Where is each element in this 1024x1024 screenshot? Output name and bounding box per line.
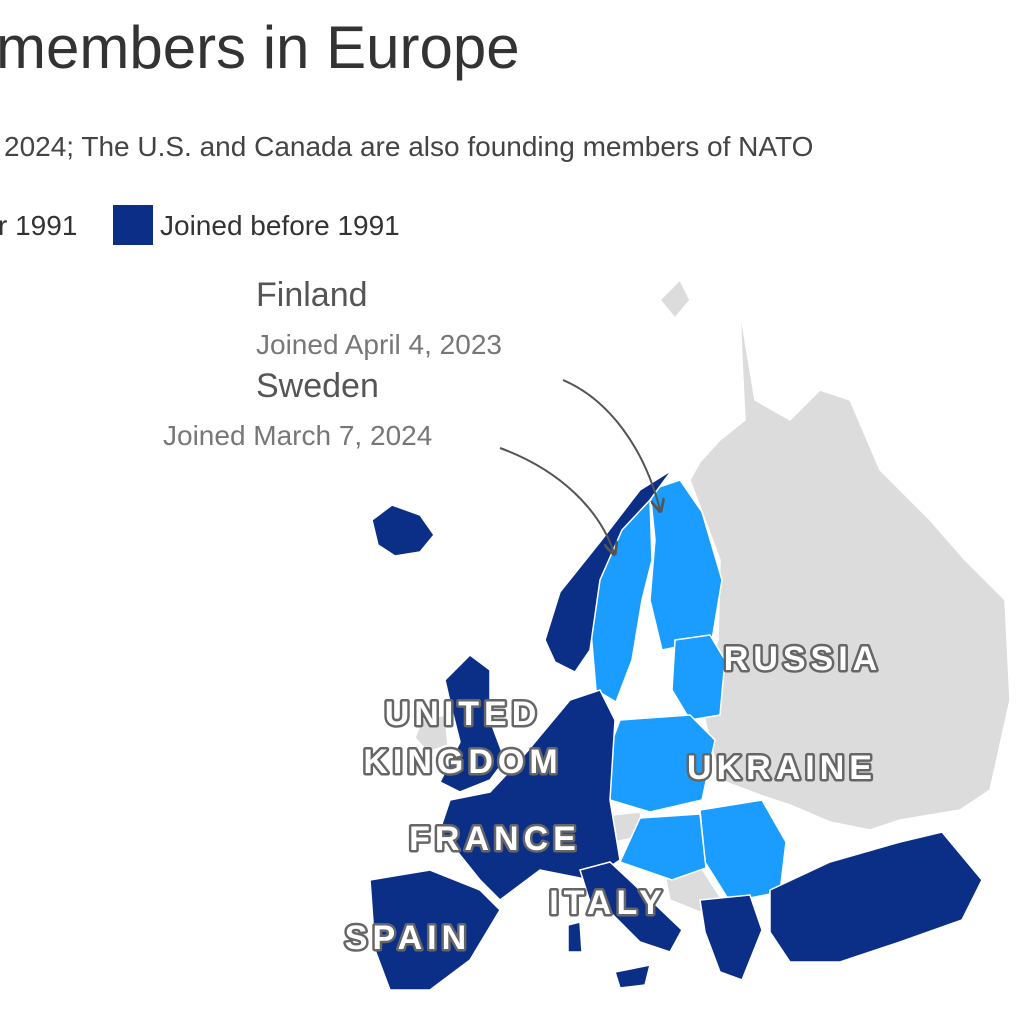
title: members in Europe: [0, 14, 520, 81]
annotation-detail: Joined March 7, 2024: [163, 420, 432, 451]
region-greece: [699, 894, 763, 981]
legend-label: Joined before 1991: [160, 210, 400, 241]
annotation-arrow: [499, 447, 614, 553]
country-label: UNITED: [385, 695, 542, 733]
country-label: UKRAINE: [687, 749, 877, 787]
region-sardinia: [567, 921, 583, 953]
region-hungary: [618, 813, 707, 881]
region-non-member: [689, 309, 1011, 831]
region-western-europe: [439, 689, 621, 901]
annotation-name: Sweden: [256, 367, 379, 405]
country-label: KINGDOM: [363, 743, 562, 781]
region-iceland: [371, 504, 435, 557]
country-label: FRANCE: [409, 820, 581, 858]
country-label: RUSSIA: [724, 640, 882, 678]
region-spain: [369, 869, 501, 991]
region-uk: [438, 654, 506, 793]
region-turkey: [769, 831, 983, 963]
legend-swatch: [113, 205, 153, 245]
region-non-member: [658, 278, 691, 320]
region-norway: [544, 469, 673, 673]
legend-label: r 1991: [0, 210, 77, 241]
annotation-detail: Joined April 4, 2023: [256, 329, 502, 360]
annotation-arrow: [562, 379, 660, 510]
region-baltics: [671, 634, 726, 721]
annotation-name: Finland: [256, 276, 368, 314]
region-italy: [579, 861, 683, 953]
region-non-member: [414, 714, 449, 753]
subtitle: 2024; The U.S. and Canada are also found…: [4, 131, 813, 162]
country-label: ITALY: [549, 884, 667, 922]
map: [369, 278, 1011, 991]
country-label: SPAIN: [345, 919, 471, 957]
region-sicily: [614, 964, 652, 989]
